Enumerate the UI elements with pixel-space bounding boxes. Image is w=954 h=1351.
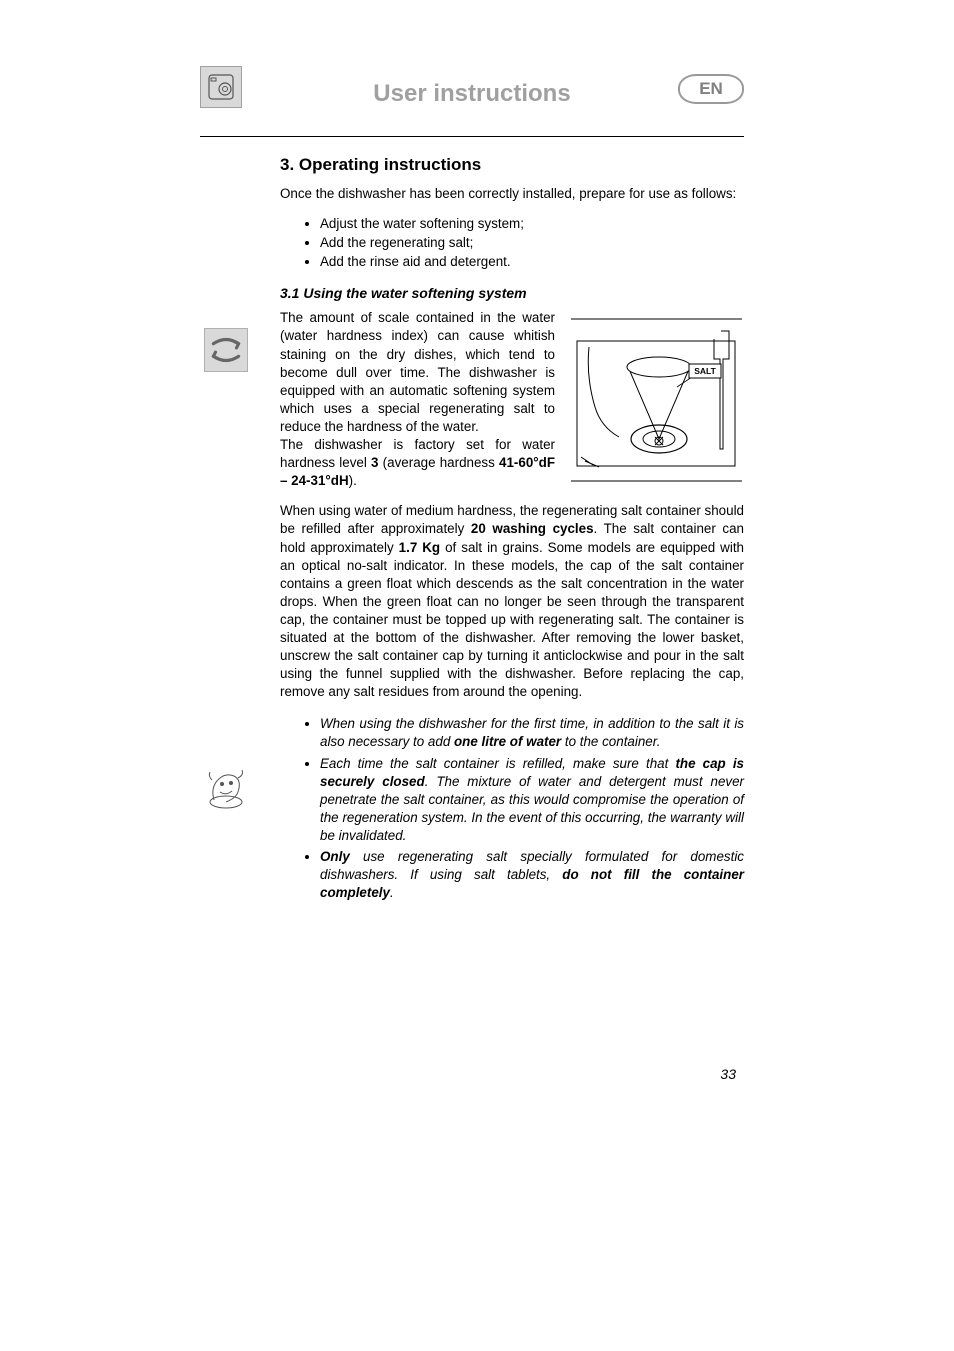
content-area: 3. Operating instructions Once the dishw… bbox=[280, 155, 744, 902]
page-header: User instructions EN bbox=[200, 66, 744, 122]
header-divider bbox=[200, 136, 744, 137]
softening-intro-block: The amount of scale contained in the wat… bbox=[280, 309, 744, 490]
attention-icon bbox=[204, 766, 248, 810]
important-notes-list: When using the dishwasher for the first … bbox=[280, 715, 744, 902]
para-text: ). bbox=[349, 473, 357, 488]
para-text: (average hardness bbox=[378, 455, 499, 470]
list-item: Adjust the water softening system; bbox=[320, 215, 744, 233]
note-text: to the container. bbox=[561, 734, 660, 749]
note-text: Each time the salt container is refilled… bbox=[320, 756, 675, 771]
list-item: Add the regenerating salt; bbox=[320, 234, 744, 252]
section-heading: 3. Operating instructions bbox=[280, 155, 744, 175]
list-item: Only use regenerating salt specially for… bbox=[320, 848, 744, 902]
note-bold: one litre of water bbox=[454, 734, 561, 749]
water-softener-icon bbox=[204, 328, 248, 372]
intro-paragraph: Once the dishwasher has been correctly i… bbox=[280, 185, 744, 203]
softening-text: The amount of scale contained in the wat… bbox=[280, 309, 555, 490]
list-item: When using the dishwasher for the first … bbox=[320, 715, 744, 751]
page-title: User instructions bbox=[373, 80, 570, 108]
note-text: . bbox=[390, 885, 394, 900]
para-text: of salt in grains. Some models are equip… bbox=[280, 540, 744, 700]
salt-figure-column: SALT bbox=[569, 309, 744, 490]
salt-label-text: SALT bbox=[691, 365, 719, 377]
list-item: Add the rinse aid and detergent. bbox=[320, 253, 744, 271]
list-item: Each time the salt container is refilled… bbox=[320, 755, 744, 845]
salt-refill-paragraph: When using water of medium hardness, the… bbox=[280, 502, 744, 701]
subsection-heading: 3.1 Using the water softening system bbox=[280, 285, 744, 301]
language-badge: EN bbox=[678, 74, 744, 104]
salt-container-figure: SALT bbox=[569, 309, 744, 489]
page-number: 33 bbox=[720, 1066, 736, 1082]
appliance-icon bbox=[200, 66, 242, 108]
cycles-count: 20 washing cycles bbox=[471, 521, 594, 536]
language-code: EN bbox=[699, 79, 723, 99]
note-bold: Only bbox=[320, 849, 350, 864]
setup-steps-list: Adjust the water softening system; Add t… bbox=[280, 215, 744, 271]
para-text: The amount of scale contained in the wat… bbox=[280, 310, 555, 434]
salt-weight: 1.7 Kg bbox=[399, 540, 440, 555]
